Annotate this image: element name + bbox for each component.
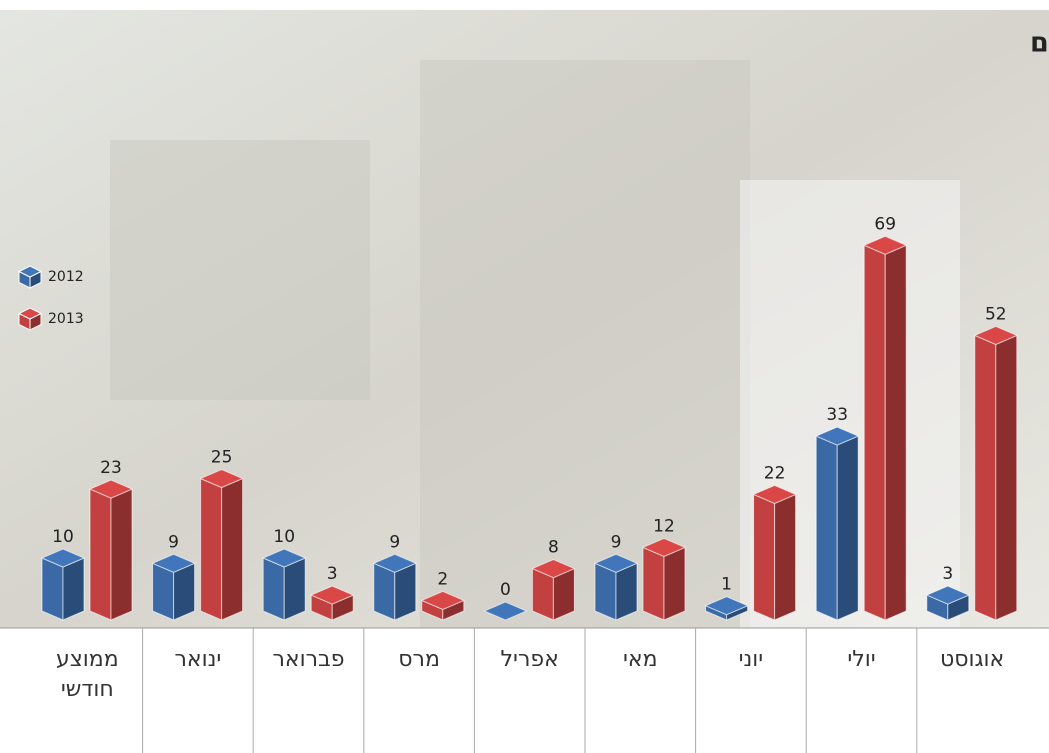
bar-face <box>996 335 1017 620</box>
legend-label: 2012 <box>48 269 84 285</box>
value-label: 2 <box>437 569 448 589</box>
bar <box>90 480 132 620</box>
x-tick-label: מרס <box>369 645 469 675</box>
value-label: 10 <box>273 527 295 547</box>
value-label: 52 <box>985 304 1007 324</box>
value-label: 8 <box>548 538 559 558</box>
bar-face <box>816 436 837 620</box>
bar-face <box>616 563 637 620</box>
bar-face <box>643 547 664 620</box>
bar <box>42 549 84 620</box>
value-label: 23 <box>100 458 122 478</box>
bar <box>643 538 685 620</box>
value-label: 9 <box>168 532 179 552</box>
value-label: 3 <box>942 564 953 584</box>
bar <box>754 485 796 620</box>
bar <box>864 236 906 620</box>
bar-face <box>263 558 284 620</box>
bar-face <box>111 489 132 620</box>
bar-face <box>664 547 685 620</box>
bar-face <box>284 558 305 620</box>
value-label: 33 <box>826 405 848 425</box>
bar-face <box>837 436 858 620</box>
bar-face <box>374 563 395 620</box>
x-tick-label: ממוצע חודשי <box>37 645 137 705</box>
bar <box>153 554 195 620</box>
value-label: 69 <box>874 214 896 234</box>
value-label: 12 <box>653 516 675 536</box>
background-figure <box>110 140 370 400</box>
chart: מקרי פציעה של פלסטינים במהלך מבצעי חיפוש… <box>0 0 1049 753</box>
bar-face <box>63 558 84 620</box>
bar-face <box>864 245 885 620</box>
bar-face <box>174 563 195 620</box>
x-tick-label: ינואר <box>148 645 248 675</box>
bar <box>263 549 305 620</box>
value-label: 25 <box>211 448 233 468</box>
bar <box>532 560 574 620</box>
bar-face <box>153 563 174 620</box>
bar-face <box>775 494 796 620</box>
bar-face <box>201 479 222 621</box>
bar-face <box>395 563 416 620</box>
x-tick-label: יולי <box>812 645 912 675</box>
bar-face <box>975 335 996 620</box>
value-label: 3 <box>327 564 338 584</box>
value-label: 9 <box>611 532 622 552</box>
x-tick-label: פברואר <box>259 645 359 675</box>
bar-face <box>754 494 775 620</box>
bar-face <box>42 558 63 620</box>
value-label: 10 <box>52 527 74 547</box>
value-label: 9 <box>389 532 400 552</box>
value-label: 0 <box>500 580 511 600</box>
bar-face <box>90 489 111 620</box>
x-tick-label: אפריל <box>480 645 580 675</box>
bar-face <box>885 245 906 620</box>
bar-face <box>595 563 616 620</box>
bar <box>201 470 243 621</box>
bar-face <box>222 479 243 621</box>
bar <box>374 554 416 620</box>
legend-label: 2013 <box>48 311 84 327</box>
value-label: 1 <box>721 575 732 595</box>
x-tick-label: מאי <box>590 645 690 675</box>
chart-title: מקרי פציעה של פלסטינים במהלך מבצעי חיפוש… <box>1030 28 1049 59</box>
value-label: 22 <box>764 463 786 483</box>
bar <box>595 554 637 620</box>
background-figure <box>420 60 750 628</box>
page: מקרי פציעה של פלסטינים במהלך מבצעי חיפוש… <box>0 0 1049 753</box>
x-tick-label: אוגוסט <box>922 645 1022 675</box>
x-tick-label: יוני <box>701 645 801 675</box>
bar <box>816 427 858 620</box>
bar <box>975 326 1017 620</box>
